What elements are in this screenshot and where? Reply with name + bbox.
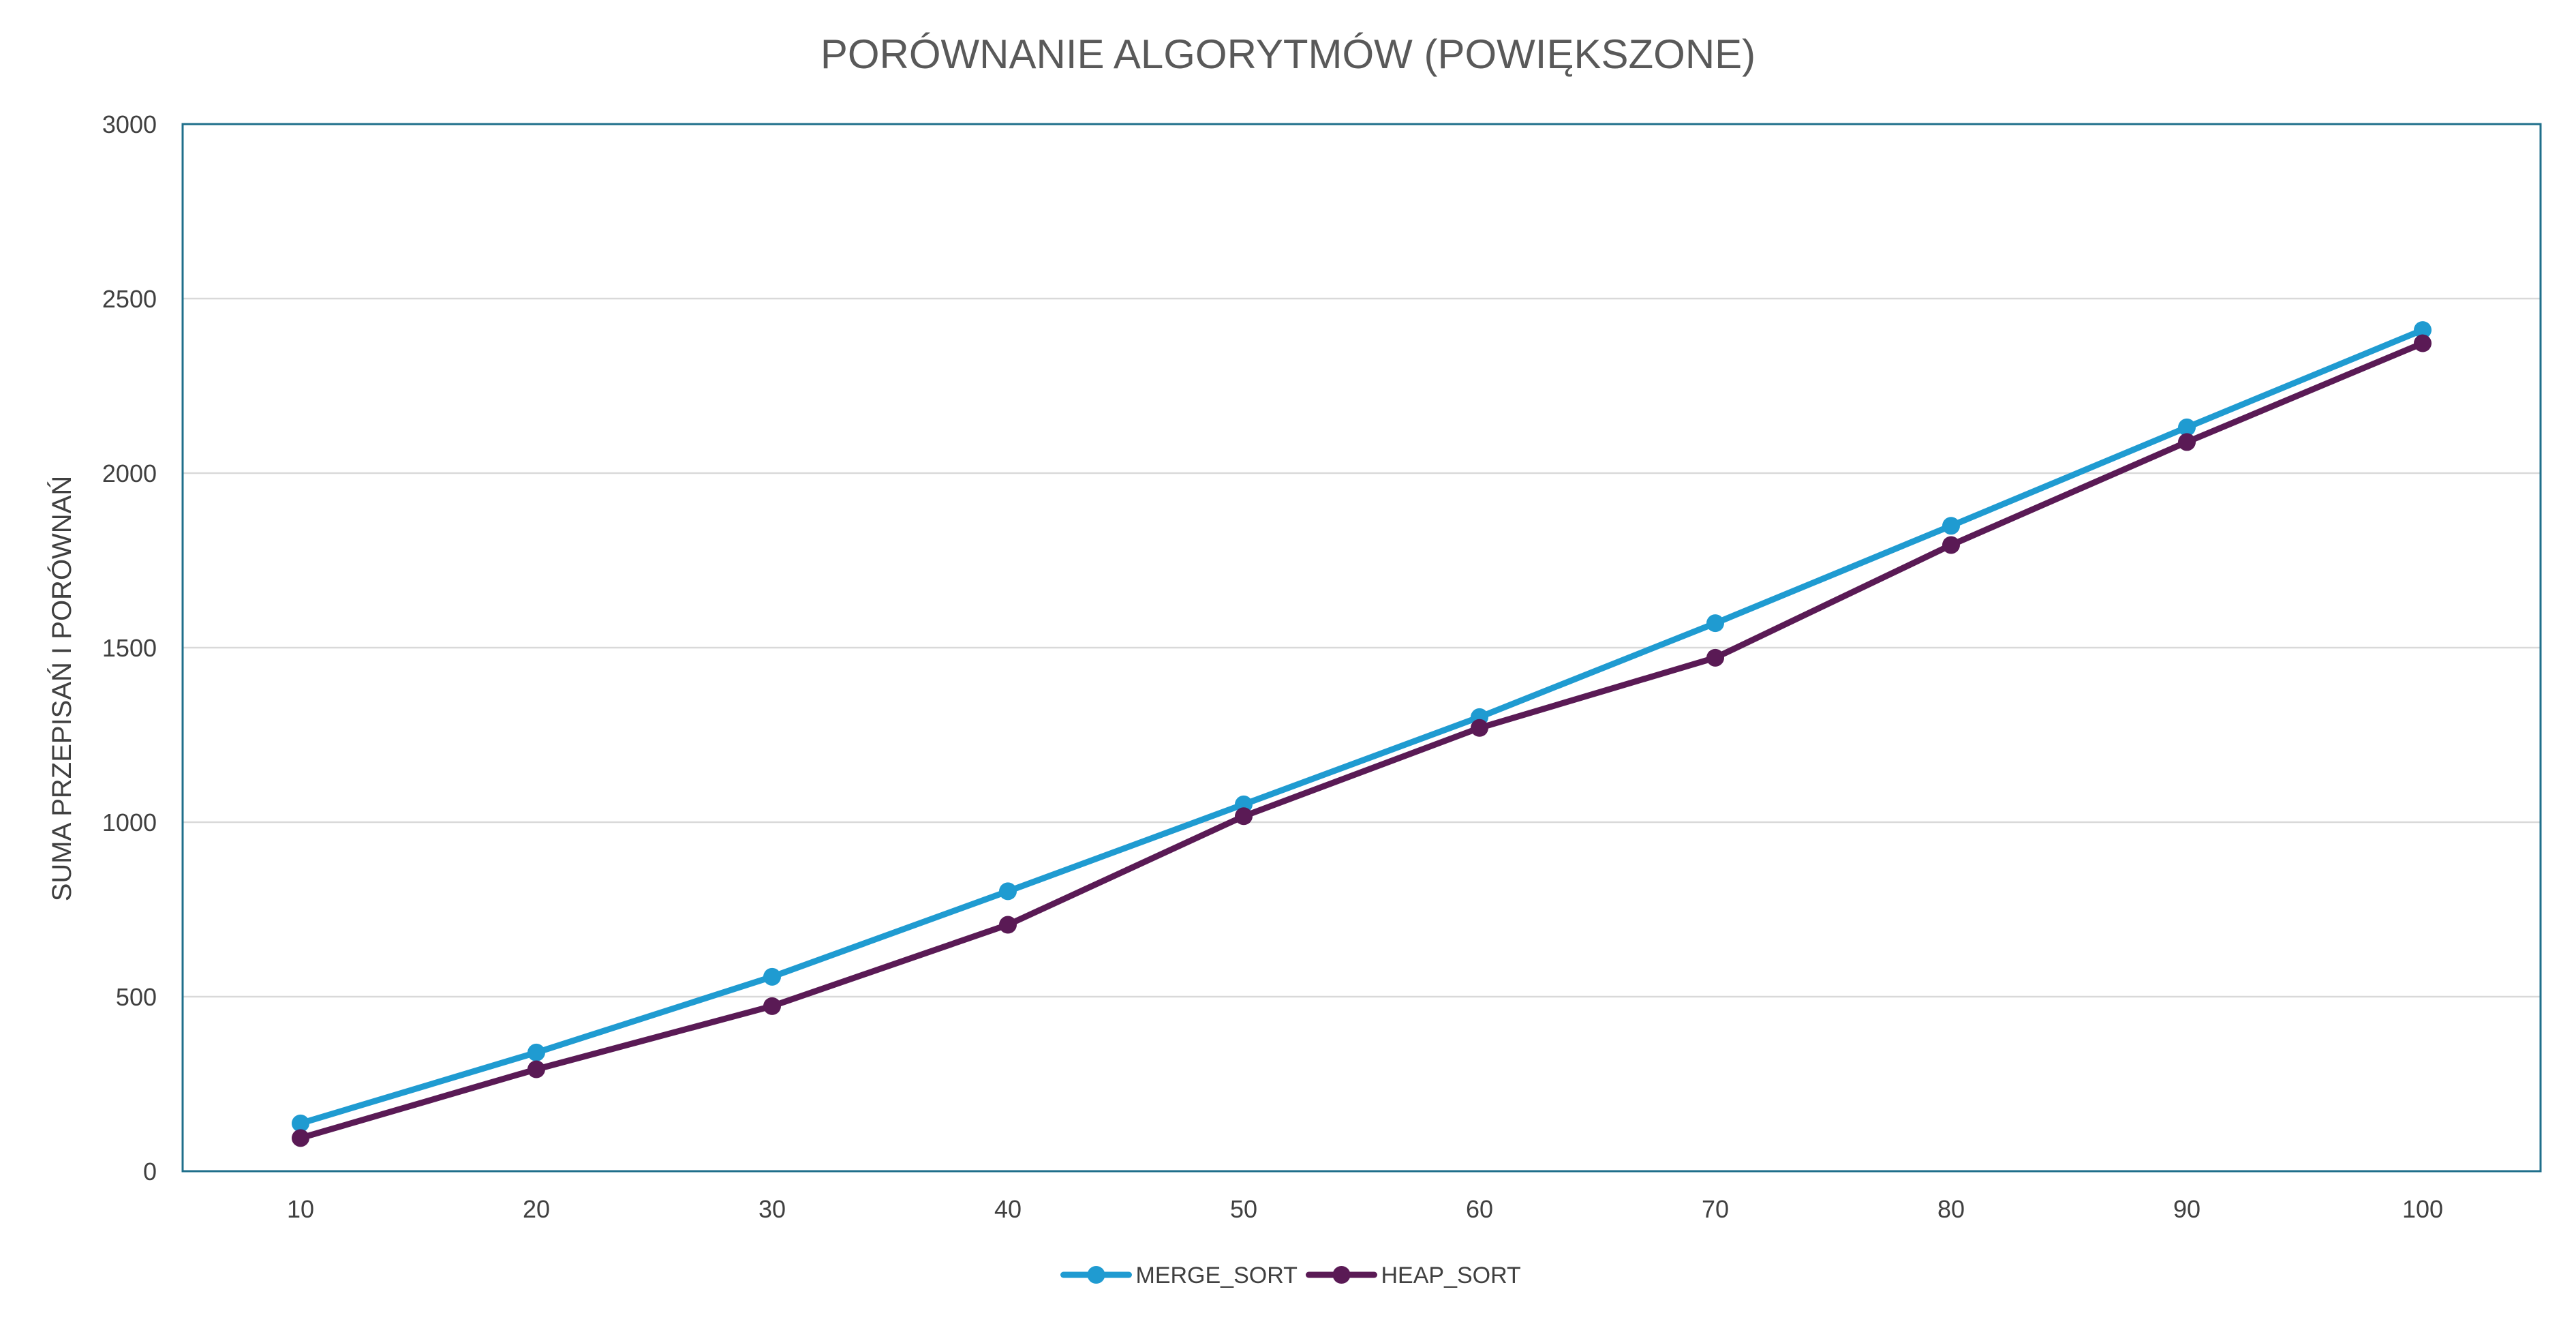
series-heap-sort <box>292 334 2432 1147</box>
y-axis-ticks: 0 500 1000 1500 2000 2500 3000 <box>102 110 157 1186</box>
series-merge-sort <box>292 321 2432 1132</box>
data-point <box>1942 517 1960 535</box>
data-point <box>999 882 1017 901</box>
data-point <box>2414 334 2432 352</box>
x-tick-label: 30 <box>758 1195 786 1223</box>
data-point <box>1706 648 1724 667</box>
x-axis-ticks: 10 20 30 40 50 60 70 80 90 100 <box>287 1195 2443 1223</box>
legend: MERGE_SORT HEAP_SORT <box>1060 1263 1521 1288</box>
legend-item: MERGE_SORT <box>1060 1263 1298 1288</box>
data-point <box>527 1043 545 1061</box>
y-tick-label: 1500 <box>102 634 157 662</box>
x-tick-label: 90 <box>2173 1195 2201 1223</box>
plot-border <box>181 123 2542 1173</box>
y-axis-label: SUMA PRZEPISAŃ I PORÓWNAŃ <box>46 476 77 902</box>
data-point <box>1706 614 1724 633</box>
x-tick-label: 60 <box>1466 1195 1493 1223</box>
data-point <box>999 916 1017 934</box>
legend-swatch-marker <box>1087 1266 1105 1284</box>
chart-title: PORÓWNANIE ALGORYTMÓW (POWIĘKSZONE) <box>821 31 1755 77</box>
data-point <box>527 1060 545 1078</box>
legend-label: MERGE_SORT <box>1136 1263 1298 1288</box>
data-point <box>2178 433 2196 451</box>
legend-label: HEAP_SORT <box>1381 1263 1521 1288</box>
data-point <box>2178 418 2196 436</box>
x-tick-label: 40 <box>994 1195 1022 1223</box>
data-point <box>292 1129 309 1147</box>
data-point <box>1235 807 1253 826</box>
legend-item: HEAP_SORT <box>1306 1263 1521 1288</box>
data-point <box>763 997 781 1015</box>
x-tick-label: 50 <box>1230 1195 1257 1223</box>
series-line <box>297 327 2426 1127</box>
data-point <box>1942 536 1960 554</box>
x-tick-label: 80 <box>1937 1195 1965 1223</box>
x-tick-label: 10 <box>287 1195 314 1223</box>
x-tick-label: 100 <box>2402 1195 2443 1223</box>
y-tick-label: 3000 <box>102 110 157 138</box>
x-tick-label: 70 <box>1702 1195 1729 1223</box>
series-line <box>297 340 2426 1141</box>
data-point <box>2414 321 2432 339</box>
y-tick-label: 2000 <box>102 459 157 487</box>
data-point <box>763 967 781 986</box>
y-tick-label: 1000 <box>102 809 157 836</box>
series-layer <box>292 321 2432 1147</box>
y-tick-label: 0 <box>143 1158 157 1186</box>
x-tick-label: 20 <box>523 1195 550 1223</box>
grid <box>183 297 2541 998</box>
legend-swatch-marker <box>1332 1266 1351 1284</box>
data-point <box>292 1114 309 1132</box>
data-point <box>1471 719 1488 737</box>
y-tick-label: 2500 <box>102 285 157 313</box>
y-tick-label: 500 <box>116 983 157 1011</box>
